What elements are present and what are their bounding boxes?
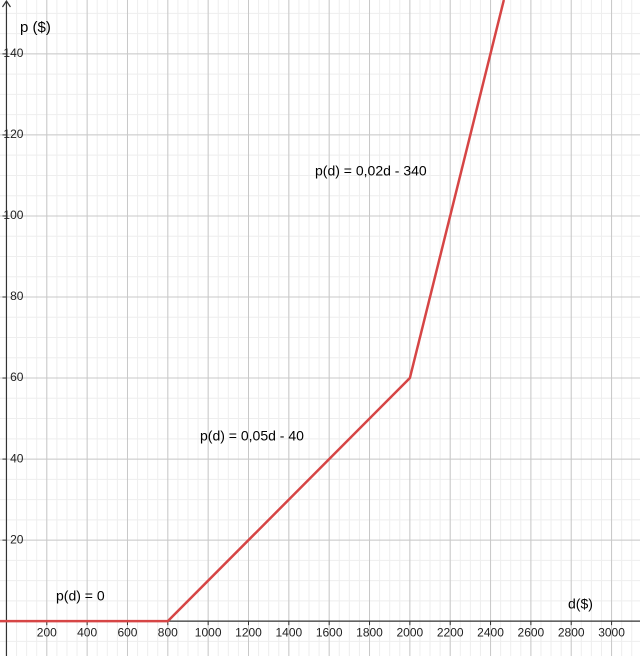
y-tick-label: 120: [3, 127, 23, 141]
annotation: p(d) = 0,02d - 340: [315, 163, 427, 179]
x-tick-label: 400: [77, 625, 97, 639]
y-tick-label: 140: [3, 46, 23, 60]
x-tick-label: 1000: [195, 625, 222, 639]
annotation: p(d) = 0: [56, 588, 105, 604]
x-tick-label: 2400: [477, 625, 504, 639]
x-tick-label: 2200: [437, 625, 464, 639]
y-tick-label: 20: [10, 532, 24, 546]
x-tick-label: 800: [158, 625, 178, 639]
annotation: p(d) = 0,05d - 40: [200, 428, 304, 444]
x-tick-label: 2800: [558, 625, 585, 639]
data-line: [0, 0, 506, 623]
y-tick-label: 60: [10, 370, 24, 384]
x-tick-label: 2000: [397, 625, 424, 639]
y-tick-label: 100: [3, 208, 23, 222]
y-tick-label: 40: [10, 451, 24, 465]
x-tick-label: 1200: [235, 625, 262, 639]
x-tick-label: 1400: [275, 625, 302, 639]
x-tick-label: 2600: [518, 625, 545, 639]
x-tick-label: 1600: [316, 625, 343, 639]
x-tick-label: 200: [37, 625, 57, 639]
x-tick-label: 3000: [598, 625, 625, 639]
x-tick-label: 1800: [356, 625, 383, 639]
y-axis-arrow: [1, 0, 11, 8]
y-tick-label: 80: [10, 289, 24, 303]
x-tick-label: 600: [117, 625, 137, 639]
y-axis-label: p ($): [20, 19, 51, 36]
x-axis-label: d($): [568, 596, 593, 612]
